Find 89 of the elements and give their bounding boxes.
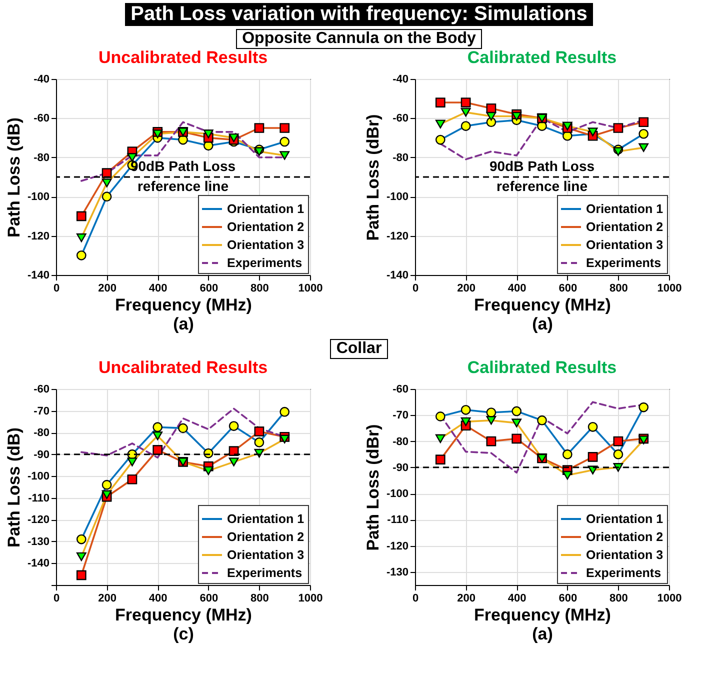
x-tick-label: 600	[558, 592, 578, 604]
legend-label: Orientation 1	[227, 512, 304, 526]
legend-label: Orientation 1	[586, 512, 664, 526]
legend-label: Experiments	[586, 566, 662, 580]
y-tick-label: -100	[386, 191, 408, 204]
y-tick-label: -120	[27, 514, 50, 526]
ref-line-label: 90dB Path Loss reference line	[489, 158, 595, 194]
y-tick-label: -110	[387, 514, 408, 526]
x-tick-label: 800	[250, 592, 269, 604]
y-tick-label: -110	[28, 492, 50, 504]
x-tick-label: 1000	[298, 282, 323, 294]
text: Path Loss variation with frequency: Simulations	[124, 3, 594, 26]
text: (c)	[173, 624, 194, 644]
y-tick-label: -140	[386, 270, 408, 282]
x-tick-label: 400	[508, 282, 526, 294]
legend-label: Orientation 2	[586, 220, 664, 234]
text: Opposite Cannula on the Body	[236, 29, 482, 49]
x-tick-label: 200	[98, 592, 116, 604]
y-tick-label: -120	[386, 540, 408, 552]
chart-title: Calibrated Results	[467, 358, 617, 377]
y-tick-label: -90	[34, 448, 50, 461]
legend-label: Orientation 3	[227, 238, 304, 252]
chart-title: Uncalibrated Results	[98, 358, 268, 377]
y-axis-title: Path Loss (dB)	[4, 428, 24, 548]
legend-label: Experiments	[227, 566, 302, 580]
x-axis-title: Frequency (MHz)	[474, 606, 611, 624]
y-axis-title: Path Loss (dB)	[4, 118, 24, 238]
x-tick-label: 200	[98, 282, 116, 294]
y-tick-label: -70	[34, 405, 50, 418]
x-tick-label: 0	[412, 592, 419, 604]
x-tick-label: 200	[457, 592, 476, 604]
y-tick-label: -80	[392, 152, 408, 164]
y-tick-label: -140	[27, 558, 50, 570]
x-tick-label: 800	[610, 282, 628, 294]
x-tick-label: 600	[200, 592, 218, 604]
text: (a)	[173, 314, 194, 334]
y-tick-label: -80	[34, 152, 50, 164]
y-tick-label: -40	[34, 74, 50, 86]
legend-label: Orientation 1	[586, 202, 664, 216]
y-tick-label: -120	[386, 230, 408, 242]
chart-title: Uncalibrated Results	[98, 48, 268, 67]
y-tick-label: -80	[34, 427, 50, 440]
x-tick-label: 800	[610, 592, 628, 604]
y-tick-label: -100	[386, 488, 408, 500]
y-tick-label: -130	[386, 566, 408, 578]
y-tick-label: -60	[34, 112, 50, 125]
y-tick-label: -60	[392, 112, 408, 125]
x-tick-label: 600	[200, 282, 218, 294]
x-tick-label: 0	[53, 282, 60, 294]
y-axis-title: Path Loss (dBr)	[363, 424, 382, 551]
x-tick-label: 1000	[657, 592, 682, 604]
x-tick-label: 1000	[298, 592, 323, 604]
legend-label: Orientation 3	[586, 238, 664, 252]
y-tick-label: -120	[27, 230, 50, 242]
y-tick-label: -60	[34, 384, 50, 396]
legend-label: Experiments	[227, 256, 302, 270]
x-axis-title: Frequency (MHz)	[115, 296, 252, 314]
y-tick-label: -90	[392, 462, 408, 474]
x-tick-label: 200	[457, 282, 476, 294]
y-tick-label: -80	[392, 436, 408, 448]
y-tick-label: -70	[392, 410, 408, 422]
x-tick-label: 0	[53, 592, 60, 604]
x-tick-label: 600	[558, 282, 578, 294]
x-tick-label: 1000	[657, 282, 682, 294]
y-tick-label: -130	[27, 536, 50, 548]
y-tick-label: -60	[392, 384, 408, 396]
text: Collar	[330, 339, 388, 359]
chart-title: Calibrated Results	[467, 48, 617, 67]
legend-label: Orientation 2	[227, 220, 304, 234]
legend-label: Experiments	[586, 256, 662, 270]
legend-label: Orientation 2	[227, 530, 304, 544]
x-axis-title: Frequency (MHz)	[115, 606, 252, 624]
y-tick-label: -140	[27, 270, 50, 282]
x-tick-label: 400	[148, 592, 168, 604]
x-tick-label: 400	[148, 282, 168, 294]
legend-label: Orientation 3	[586, 548, 664, 562]
y-tick-label: -100	[27, 470, 50, 483]
x-tick-label: 0	[412, 282, 419, 294]
legend-label: Orientation 2	[586, 530, 664, 544]
y-tick-label: -100	[27, 191, 50, 204]
text: (a)	[532, 314, 553, 334]
legend-label: Orientation 3	[227, 548, 304, 562]
legend-label: Orientation 1	[227, 202, 304, 216]
x-tick-label: 800	[250, 282, 269, 294]
x-axis-title: Frequency (MHz)	[474, 296, 611, 314]
text: (a)	[532, 624, 553, 644]
y-tick-label: -40	[392, 74, 408, 86]
x-tick-label: 400	[508, 592, 526, 604]
y-axis-title: Path Loss (dBr)	[363, 114, 382, 241]
